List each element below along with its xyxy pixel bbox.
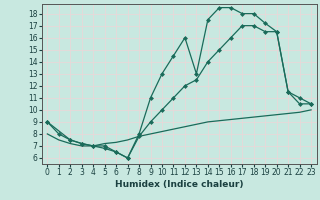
X-axis label: Humidex (Indice chaleur): Humidex (Indice chaleur) <box>115 180 244 189</box>
